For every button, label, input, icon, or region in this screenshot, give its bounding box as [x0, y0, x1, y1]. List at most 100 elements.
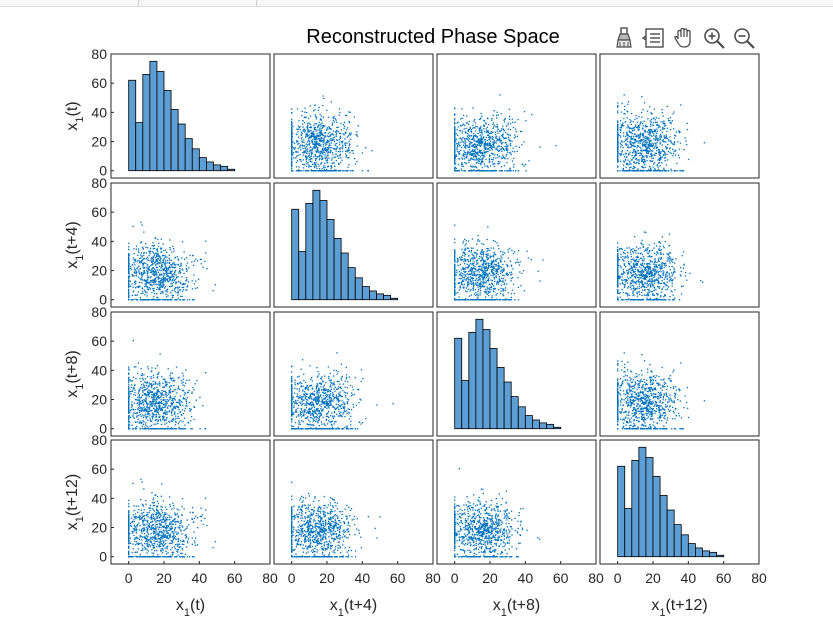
scatter-point — [291, 143, 293, 145]
scatter-point — [657, 162, 659, 164]
scatter-point — [302, 147, 304, 149]
scatter-point — [458, 270, 461, 273]
scatter-point — [683, 148, 685, 151]
scatter-point — [507, 292, 509, 294]
scatter-point — [343, 125, 346, 128]
scatter-point — [307, 135, 309, 137]
scatter-point — [649, 150, 651, 152]
scatter-point — [479, 279, 481, 281]
scatter-point — [647, 118, 649, 120]
scatter-point — [634, 125, 637, 128]
scatter-point — [477, 286, 479, 288]
scatter-point — [458, 296, 460, 298]
scatter-point — [320, 136, 323, 139]
scatter-point — [463, 146, 466, 148]
scatter-point — [156, 269, 158, 271]
scatter-point — [656, 170, 658, 172]
scatter-point — [465, 163, 467, 165]
scatter-point — [149, 288, 152, 290]
scatter-point — [477, 280, 479, 282]
scatter-point — [650, 118, 653, 121]
scatter-point — [325, 141, 327, 143]
scatter-point — [291, 139, 293, 142]
scatter-point — [309, 158, 311, 160]
scatter-point — [498, 163, 500, 165]
scatter-point — [645, 141, 647, 143]
scatter-point — [667, 256, 669, 259]
scatter-point — [654, 138, 656, 140]
scatter-point — [632, 137, 634, 140]
scatter-point — [315, 164, 317, 167]
scatter-point — [475, 282, 477, 284]
scatter-point — [490, 263, 492, 265]
scatter-point — [467, 279, 469, 281]
scatter-point — [173, 267, 175, 269]
scatter-point — [489, 255, 492, 257]
scatter-point — [145, 262, 147, 264]
scatter-point — [505, 155, 507, 157]
scatter-point — [128, 265, 130, 267]
scatter-point — [139, 268, 141, 270]
scatter-point — [469, 262, 472, 265]
scatter-point — [617, 112, 619, 114]
scatter-point — [663, 167, 665, 169]
scatter-point — [650, 149, 653, 152]
scatter-point — [336, 126, 338, 129]
scatter-point — [472, 285, 475, 287]
scatter-point — [454, 118, 456, 120]
scatter-point — [296, 140, 298, 142]
scatter-point — [297, 125, 300, 127]
scatter-point — [667, 170, 670, 172]
scatter-point — [625, 162, 628, 165]
scatter-point — [463, 274, 465, 276]
scatter-point — [304, 136, 307, 138]
scatter-point — [159, 279, 162, 282]
scatter-point — [480, 149, 482, 152]
scatter-point — [630, 280, 633, 282]
scatter-point — [658, 152, 660, 154]
scatter-point — [624, 121, 626, 123]
scatter-point — [343, 121, 346, 124]
scatter-point — [192, 264, 195, 267]
scatter-point — [339, 141, 341, 143]
scatter-point — [181, 257, 183, 259]
scatter-point — [322, 125, 325, 128]
scatter-point — [482, 160, 484, 163]
scatter-point — [300, 170, 302, 172]
scatter-point — [332, 119, 334, 122]
scatter-point — [492, 144, 494, 146]
scatter-point — [303, 144, 305, 147]
scatter-point — [338, 143, 341, 146]
scatter-point — [626, 131, 628, 133]
scatter-point — [686, 143, 688, 146]
scatter-point — [657, 168, 660, 171]
scatter-point — [498, 299, 500, 301]
scatter-point — [463, 270, 465, 273]
scatter-point — [330, 165, 332, 168]
scatter-point — [628, 153, 630, 155]
scatter-point — [492, 265, 494, 267]
scatter-point — [468, 137, 470, 140]
scatter-point — [291, 152, 293, 154]
scatter-point — [658, 298, 661, 301]
scatter-point — [456, 269, 458, 271]
scatter-point — [644, 124, 647, 126]
scatter-point — [647, 144, 650, 147]
scatter-point — [492, 261, 494, 263]
scatter-point — [476, 153, 478, 155]
scatter-point — [617, 126, 619, 128]
scatter-point — [466, 155, 468, 157]
scatter-point — [649, 105, 651, 108]
scatter-point — [145, 282, 147, 284]
scatter-point — [620, 256, 622, 258]
scatter-point — [467, 240, 470, 242]
scatter-point — [172, 275, 174, 277]
scatter-point — [482, 262, 485, 265]
scatter-point — [478, 129, 480, 132]
scatter-point — [666, 130, 668, 133]
scatter-point — [463, 283, 466, 286]
scatter-point — [650, 112, 652, 114]
histogram-bar — [383, 294, 391, 301]
scatter-point — [473, 137, 475, 140]
scatter-point — [625, 170, 627, 172]
